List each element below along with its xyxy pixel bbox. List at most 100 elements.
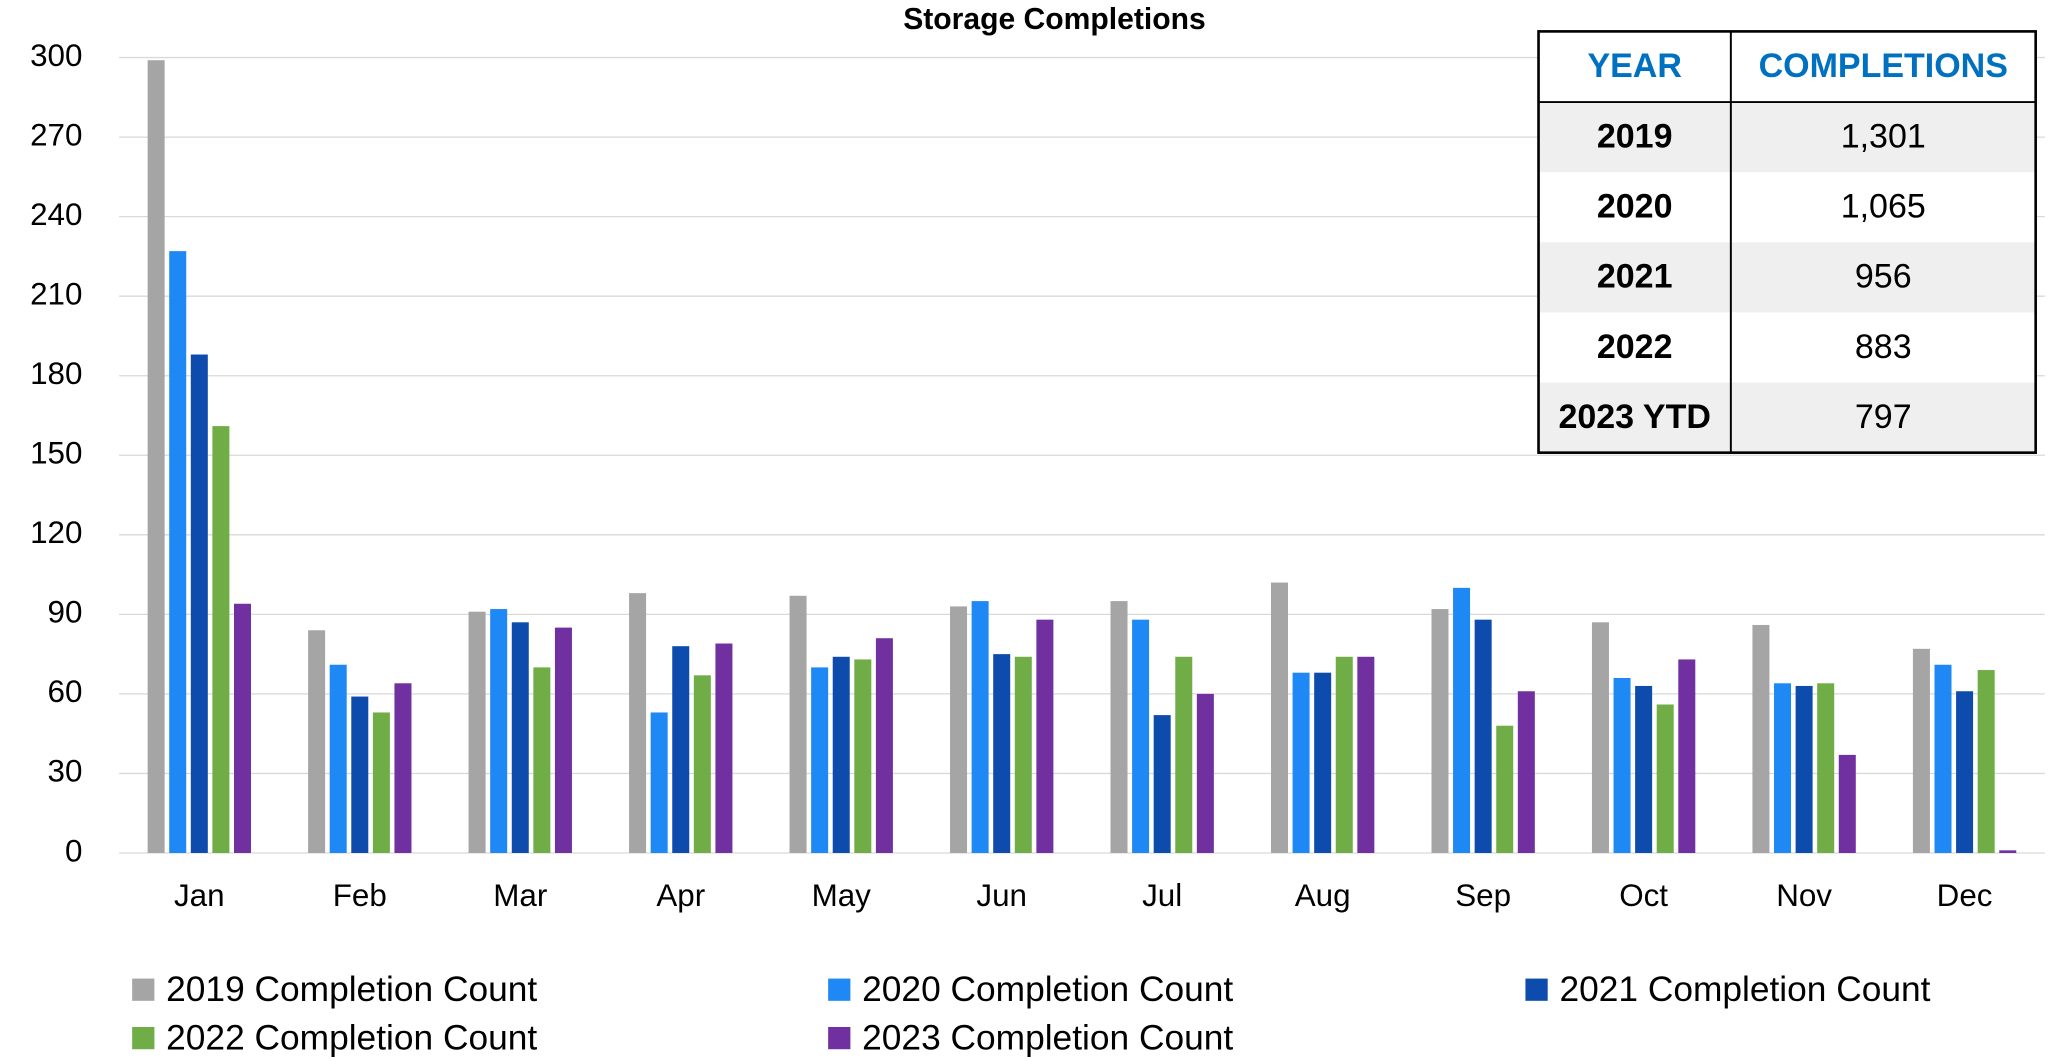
bar <box>1838 754 1856 853</box>
table-cell: 2023 YTD <box>1558 398 1710 436</box>
x-tick-label: May <box>812 878 872 913</box>
y-tick-label: 270 <box>30 117 82 152</box>
y-tick-label: 30 <box>48 754 83 789</box>
y-tick-label: 180 <box>30 356 82 391</box>
bar <box>875 638 893 853</box>
table-cell: 1,301 <box>1841 117 1926 155</box>
x-tick-label: Jul <box>1142 878 1182 913</box>
bar <box>1517 691 1535 853</box>
bar <box>1270 582 1288 853</box>
y-tick-label: 60 <box>48 674 83 709</box>
bar <box>1635 685 1653 853</box>
x-tick-label: Mar <box>493 878 547 913</box>
table-row-bg <box>1538 242 2036 313</box>
bar <box>1196 693 1214 853</box>
bar <box>1912 648 1930 853</box>
table-cell: 2021 <box>1597 258 1673 296</box>
x-tick-label: Dec <box>1937 878 1993 913</box>
x-tick-label: Jun <box>976 878 1027 913</box>
bar <box>1357 656 1375 853</box>
bar <box>1817 683 1835 853</box>
table-header: COMPLETIONS <box>1759 47 2008 85</box>
table-cell: 2020 <box>1597 188 1673 226</box>
x-tick-label: Jan <box>174 878 225 913</box>
bar <box>1934 664 1952 853</box>
bar <box>308 630 326 853</box>
bar <box>1591 622 1609 853</box>
bar <box>1678 659 1696 853</box>
y-tick-label: 240 <box>30 197 82 232</box>
y-tick-label: 210 <box>30 276 82 311</box>
bar <box>329 664 347 853</box>
table-cell: 797 <box>1855 398 1912 436</box>
bar <box>1453 587 1471 853</box>
bar <box>950 606 968 853</box>
legend-label: 2021 Completion Count <box>1559 970 1930 1009</box>
bar <box>1335 656 1353 853</box>
bar <box>147 60 165 853</box>
legend-swatch <box>1525 978 1548 1001</box>
chart-title: Storage Completions <box>903 3 1206 36</box>
bar <box>468 611 486 853</box>
bar <box>650 712 668 853</box>
x-tick-label: Apr <box>656 878 705 913</box>
x-tick-label: Sep <box>1455 878 1511 913</box>
bar <box>1496 725 1514 853</box>
table-row-bg <box>1538 102 2036 173</box>
bar <box>1613 677 1631 853</box>
y-tick-label: 150 <box>30 436 82 471</box>
table-cell: 2019 <box>1597 117 1673 155</box>
table-cell: 956 <box>1855 258 1912 296</box>
bar <box>1774 683 1792 853</box>
bar <box>789 595 807 853</box>
bar <box>672 646 690 853</box>
bar <box>372 712 390 853</box>
bar <box>533 667 551 853</box>
bar <box>351 696 369 853</box>
bar <box>1431 609 1449 853</box>
bar <box>1036 619 1054 853</box>
legend-label: 2019 Completion Count <box>166 970 537 1009</box>
bar <box>993 654 1011 853</box>
bar <box>1999 850 2017 853</box>
bar <box>854 659 872 853</box>
bar <box>971 601 989 853</box>
bar <box>511 622 529 853</box>
bar <box>1292 672 1310 853</box>
bar <box>554 627 572 853</box>
bar <box>490 609 508 853</box>
table-border <box>1537 30 2037 454</box>
x-tick-label: Aug <box>1295 878 1351 913</box>
bar <box>1752 624 1770 853</box>
bar <box>1110 601 1128 853</box>
table-header: YEAR <box>1587 47 1681 85</box>
bar <box>233 603 251 853</box>
y-tick-label: 120 <box>30 515 82 550</box>
bar <box>1175 656 1193 853</box>
bar <box>1656 704 1674 853</box>
bar <box>190 354 208 853</box>
bar <box>1795 685 1813 853</box>
bar <box>693 675 711 853</box>
bar <box>169 251 187 853</box>
y-tick-label: 90 <box>48 595 83 630</box>
legend-label: 2020 Completion Count <box>862 970 1233 1009</box>
bar <box>1014 656 1032 853</box>
y-tick-label: 300 <box>30 38 82 73</box>
table-cell: 883 <box>1855 328 1912 366</box>
table-cell: 2022 <box>1597 328 1673 366</box>
bar <box>1977 670 1995 853</box>
bar <box>1314 672 1332 853</box>
table-cell: 1,065 <box>1841 188 1926 226</box>
bar <box>715 643 733 853</box>
bar <box>1153 715 1171 853</box>
y-tick-label: 0 <box>65 833 82 868</box>
table-row-bg <box>1538 382 2036 453</box>
legend-label: 2022 Completion Count <box>166 1018 537 1057</box>
legend-swatch <box>132 978 155 1001</box>
legend-swatch <box>132 1026 155 1050</box>
bar <box>1956 691 1974 853</box>
legend-swatch <box>828 978 851 1001</box>
